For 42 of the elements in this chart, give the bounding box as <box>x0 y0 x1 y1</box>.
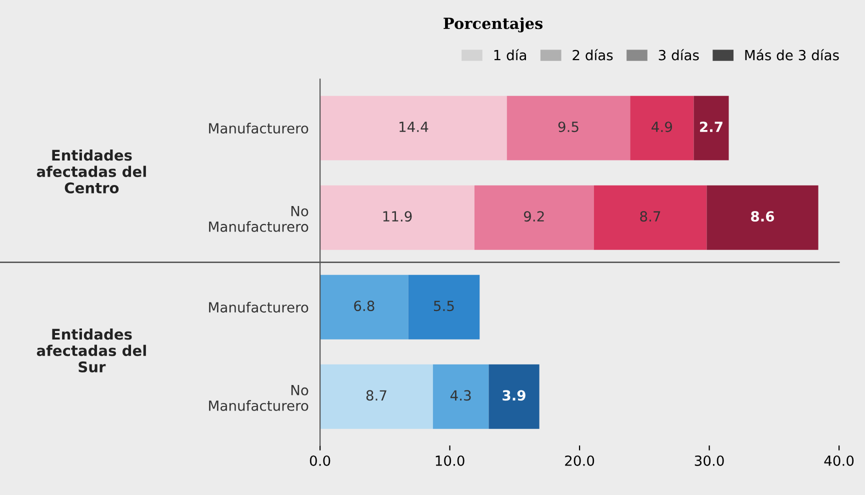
bar <box>694 96 729 160</box>
y-tick-label: No Manufacturero <box>209 385 308 411</box>
data-label: 8.6 <box>751 211 774 222</box>
text: Entidades afectadas del Sur <box>36 328 146 372</box>
bar <box>594 185 707 250</box>
data-label: 8.7 <box>640 211 660 222</box>
bar <box>506 96 630 160</box>
text: 1 día <box>494 49 526 60</box>
x-tick-label: 40.0 <box>824 455 854 466</box>
bar <box>474 185 594 250</box>
y-tick-label: Manufacturero <box>209 122 308 134</box>
data-label: 8.7 <box>366 390 386 401</box>
data-label: 6.8 <box>354 300 374 312</box>
x-tick-label: 0.0 <box>310 455 330 466</box>
bar <box>320 364 433 429</box>
data-label: 5.5 <box>434 300 454 312</box>
x-tick-label: 10.0 <box>436 455 464 466</box>
text: Más de 3 días <box>745 49 839 60</box>
bar <box>320 274 408 340</box>
text: 2 días <box>572 49 613 60</box>
data-label: 2.7 <box>700 122 722 132</box>
y-tick-label: Manufacturero <box>209 302 308 313</box>
x-tick-label: 30.0 <box>694 455 724 466</box>
chart-title: Porcentajes <box>444 17 543 32</box>
text: Entidades afectadas del Centro <box>36 149 146 194</box>
data-label: 4.3 <box>450 390 471 401</box>
bar <box>488 364 540 429</box>
data-label: 9.2 <box>524 211 544 222</box>
bar <box>630 96 694 160</box>
bar <box>706 185 818 250</box>
data-label: 11.9 <box>383 211 412 222</box>
bar <box>320 96 507 160</box>
bar <box>432 364 489 429</box>
x-tick-label: 20.0 <box>565 455 594 466</box>
data-label: 4.9 <box>652 122 672 132</box>
text: 3 días <box>658 49 699 60</box>
data-label: 3.9 <box>502 390 526 401</box>
bar <box>320 185 474 250</box>
data-label: 14.4 <box>400 122 428 132</box>
y-tick-label: No Manufacturero <box>209 206 308 232</box>
bar <box>408 274 480 340</box>
data-label: 9.5 <box>558 122 578 132</box>
